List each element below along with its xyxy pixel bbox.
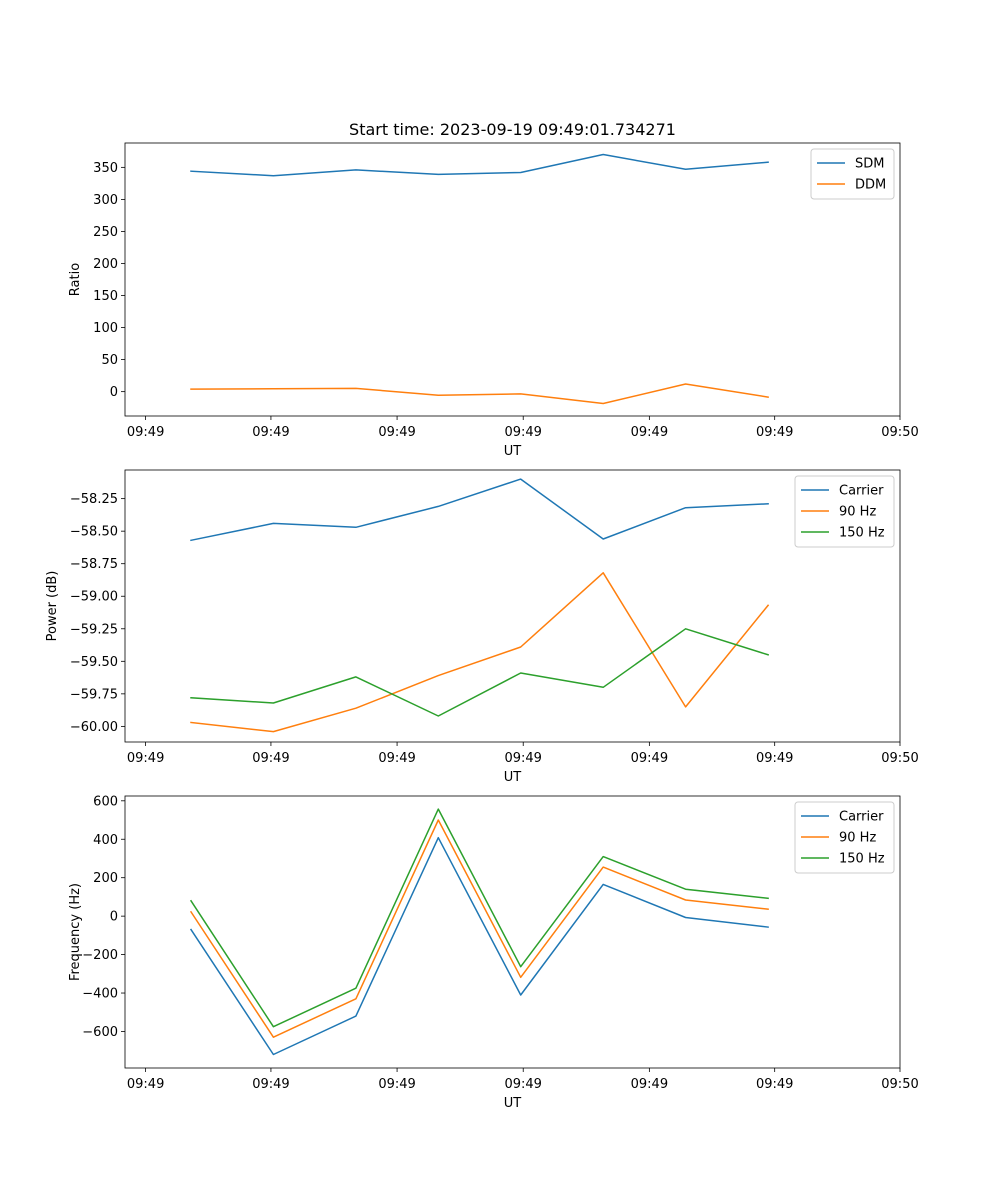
x-tick-label: 09:49 [631, 425, 668, 440]
legend-label: 90 Hz [839, 505, 876, 520]
series-line-150-hz [190, 628, 770, 717]
legend-label: DDM [855, 178, 886, 193]
y-tick-label: −58.50 [70, 525, 118, 540]
x-tick-label: 09:50 [881, 751, 918, 766]
y-tick-label: 200 [93, 257, 118, 272]
series-line-90-hz [189, 819, 769, 1038]
x-tick-label: 09:49 [378, 425, 415, 440]
legend-label: Carrier [839, 810, 884, 825]
y-tick-label: 100 [93, 321, 118, 336]
x-tick-label: 09:49 [756, 425, 793, 440]
legend-label: SDM [855, 157, 884, 172]
y-tick-label: −600 [82, 1025, 118, 1040]
y-tick-label: 50 [101, 353, 118, 368]
y-tick-label: 250 [93, 225, 118, 240]
y-tick-label: −59.75 [70, 687, 118, 702]
plot-frame [124, 469, 901, 743]
y-tick-label: 400 [93, 833, 118, 848]
y-tick-label: 0 [110, 385, 118, 400]
chart-panels: Start time: 2023-09-19 09:49:01.734271 0 5… [45, 120, 919, 1111]
y-tick-label: 350 [93, 161, 118, 176]
x-tick-label: 09:49 [378, 751, 415, 766]
chart-panel-3: −600 −400 −200 0 200 400 600 09:49 09:49 09:49 09:… [68, 794, 919, 1111]
chart-panel-1: Start time: 2023-09-19 09:49:01.734271 0 5… [68, 120, 919, 459]
y-tick-label: −59.50 [70, 655, 118, 670]
x-tick-label: 09:49 [127, 751, 164, 766]
legend-box [794, 475, 895, 548]
series-line-150-hz [189, 808, 769, 1028]
x-tick-label: 09:49 [631, 751, 668, 766]
y-tick-label: 200 [93, 871, 118, 886]
x-tick-label: 09:49 [252, 425, 289, 440]
legend: SDM DDM [810, 148, 895, 200]
x-tick-label: 09:50 [881, 1077, 918, 1092]
x-tick-label: 09:49 [252, 751, 289, 766]
x-tick-label: 09:49 [127, 1077, 164, 1092]
y-axis-label: Power (dB) [45, 571, 60, 642]
x-tick-label: 09:49 [127, 425, 164, 440]
y-tick-label: 300 [93, 193, 118, 208]
legend-box [794, 801, 895, 874]
legend-box [810, 148, 895, 200]
legend-label: 150 Hz [839, 526, 885, 541]
chart-title: Start time: 2023-09-19 09:49:01.734271 [349, 120, 676, 139]
y-tick-label: −200 [82, 948, 118, 963]
series-line-carrier [190, 478, 769, 542]
legend-label: 90 Hz [839, 831, 876, 846]
series-line-carrier [189, 836, 769, 1056]
legend-label: Carrier [839, 484, 884, 499]
x-tick-label: 09:49 [756, 1077, 793, 1092]
chart-panel-2: −60.00 −59.75 −59.50 −59.25 −59.00 −58.75 −58.… [45, 469, 919, 785]
x-tick-label: 09:49 [504, 425, 541, 440]
x-tick-label: 09:49 [378, 1077, 415, 1092]
x-tick-label: 09:50 [881, 425, 918, 440]
series-line-sdm [190, 153, 769, 177]
series-line-ddm [190, 383, 769, 405]
legend-label: 150 Hz [839, 852, 885, 867]
x-tick-label: 09:49 [252, 1077, 289, 1092]
x-axis-label: UT [504, 770, 522, 785]
y-tick-label: −400 [82, 987, 118, 1002]
y-tick-label: −59.25 [70, 622, 118, 637]
y-tick-label: 600 [93, 794, 118, 809]
y-axis-label: Ratio [68, 263, 83, 296]
plot-frame [124, 795, 901, 1069]
y-tick-label: −58.25 [70, 492, 118, 507]
y-tick-label: −58.75 [70, 557, 118, 572]
y-tick-label: 0 [110, 910, 118, 925]
x-tick-label: 09:49 [631, 1077, 668, 1092]
y-tick-label: 150 [93, 289, 118, 304]
legend: Carrier 90 Hz 150 Hz [794, 801, 895, 874]
x-tick-label: 09:49 [504, 751, 541, 766]
series-line-90-hz [190, 572, 770, 733]
y-axis-label: Frequency (Hz) [68, 883, 83, 981]
legend: Carrier 90 Hz 150 Hz [794, 475, 895, 548]
plot-frame [124, 142, 901, 417]
x-axis-label: UT [504, 1096, 522, 1111]
x-axis-label: UT [504, 444, 522, 459]
x-tick-label: 09:49 [756, 751, 793, 766]
x-tick-label: 09:49 [504, 1077, 541, 1092]
y-tick-label: −60.00 [70, 720, 118, 735]
y-tick-label: −59.00 [70, 590, 118, 605]
